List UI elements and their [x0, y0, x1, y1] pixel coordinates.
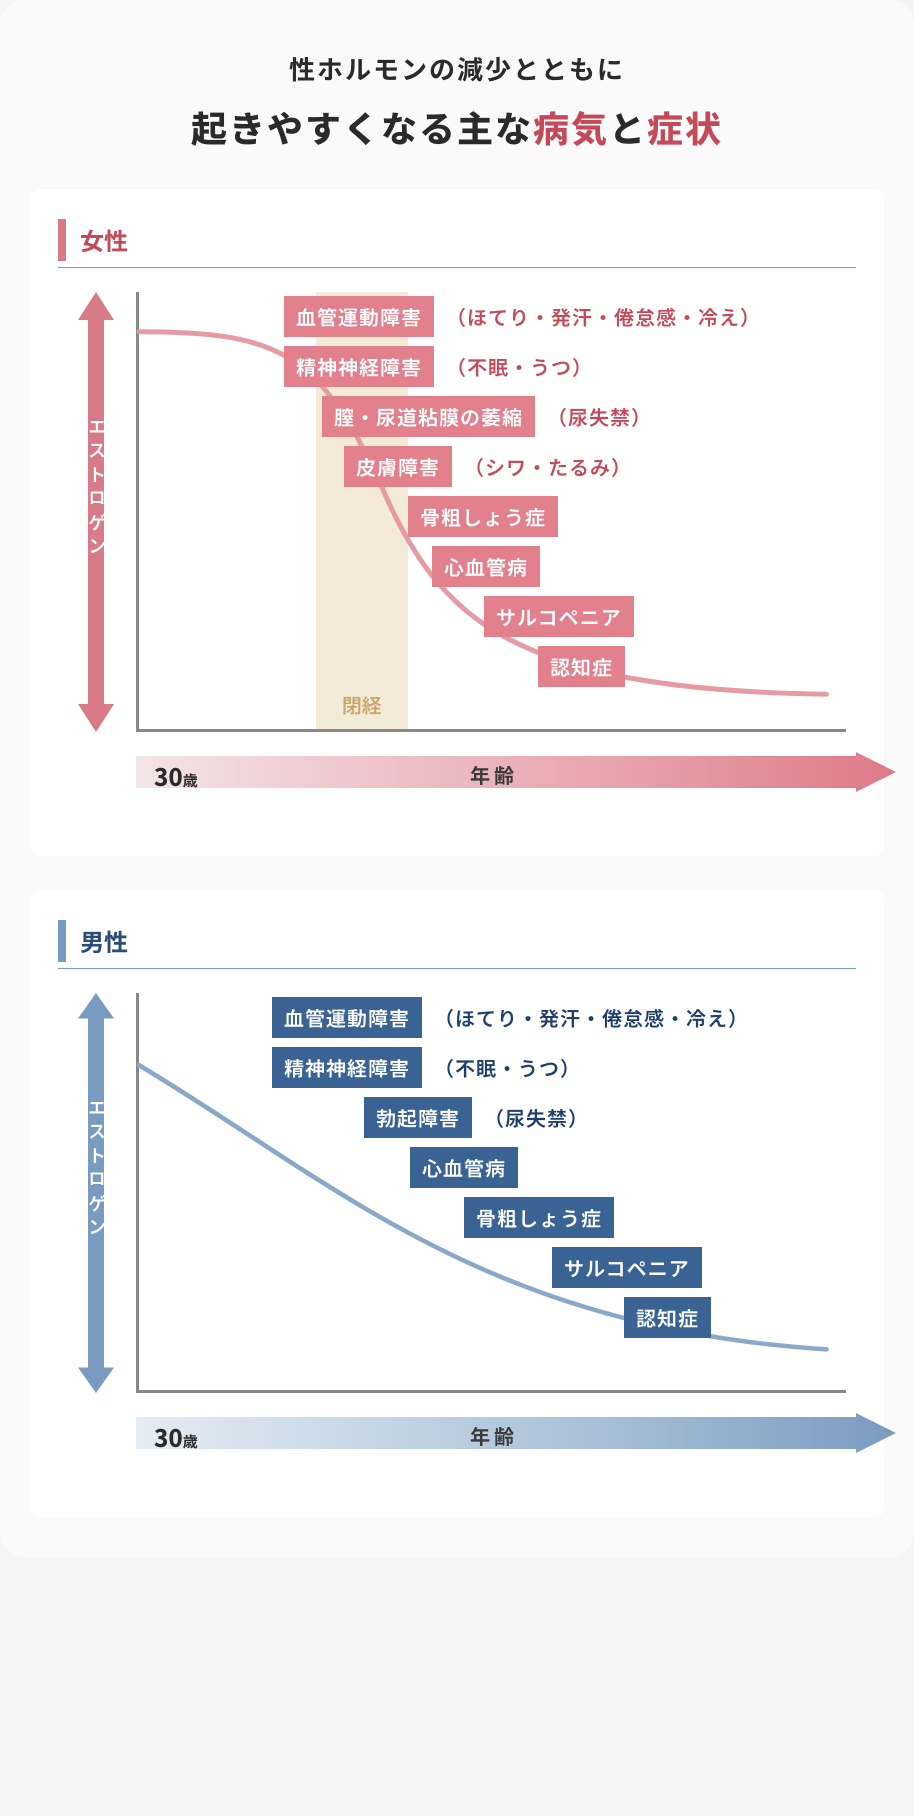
condition-row: 精神神経障害 （不眠・うつ） [284, 346, 593, 387]
condition-tag: 精神神経障害 [272, 1047, 422, 1088]
condition-row: 皮膚障害 （シワ・たるみ） [344, 446, 632, 487]
condition-note: （尿失禁） [547, 402, 652, 431]
condition-tag: 心血管病 [432, 546, 540, 587]
x-label-male: 年齢 [470, 1421, 518, 1450]
condition-row: 精神神経障害 （不眠・うつ） [272, 1047, 581, 1088]
x-start-unit: 歳 [183, 1431, 198, 1452]
panel-female-head: 女性 [58, 219, 856, 261]
x-label-female: 年齢 [470, 760, 518, 789]
condition-row: 骨粗しょう症 [464, 1197, 614, 1238]
condition-tag: 血管運動障害 [284, 296, 434, 337]
panel-female: 女性 エストロゲン 閉経 [30, 189, 884, 856]
title-highlight-2: 症状 [647, 101, 723, 153]
condition-tag: 血管運動障害 [272, 997, 422, 1038]
condition-row: サルコペニア [552, 1247, 702, 1288]
y-axis-label-male: エストロゲン [82, 1097, 108, 1241]
x-start-num: 30 [154, 758, 183, 793]
title-highlight-1: 病気 [533, 101, 609, 153]
page: 性ホルモンの減少とともに 起きやすくなる主な病気と症状 女性 エストロゲン [0, 0, 914, 1557]
condition-note: （不眠・うつ） [434, 1053, 581, 1082]
condition-row: サルコペニア [484, 596, 634, 637]
condition-tag: サルコペニア [552, 1247, 702, 1288]
condition-row: 心血管病 [410, 1147, 518, 1188]
chart-male: エストロゲン 血管運動障害 （ほてり・発汗・倦怠感・冷え） 精神神経障害 （不眠・うつ… [58, 987, 856, 1477]
condition-row: 血管運動障害 （ほてり・発汗・倦怠感・冷え） [284, 296, 761, 337]
condition-row: 膣・尿道粘膜の萎縮 （尿失禁） [322, 396, 652, 437]
condition-row: 骨粗しょう症 [408, 496, 558, 537]
panel-male-head: 男性 [58, 920, 856, 962]
condition-tag: 骨粗しょう症 [408, 496, 558, 537]
panel-female-rule [58, 267, 856, 268]
panel-male: 男性 エストロゲン 血管運動障害 （ほてり・発汗・倦怠感・冷え） 精神神経障害 （不眠… [30, 890, 884, 1517]
chart-female: エストロゲン 閉経 血管運動障害（ほてり・発汗・倦怠感・冷え）精神神経障害（不眠… [58, 286, 856, 816]
condition-row: 認知症 [538, 646, 625, 687]
title-block: 性ホルモンの減少とともに 起きやすくなる主な病気と症状 [30, 50, 884, 153]
condition-tag: サルコペニア [484, 596, 634, 637]
condition-note: （ほてり・発汗・倦怠感・冷え） [434, 1003, 749, 1032]
condition-row: 血管運動障害 （ほてり・発汗・倦怠感・冷え） [272, 997, 749, 1038]
title-line2-mid: と [609, 101, 647, 153]
panel-male-bar [58, 920, 66, 962]
condition-tag: 膣・尿道粘膜の萎縮 [322, 396, 535, 437]
x-axis-male: 30歳 年齢 [136, 1413, 852, 1453]
condition-tag: 認知症 [538, 646, 625, 687]
condition-row: 認知症 [624, 1297, 711, 1338]
x-axis-female: 30歳 年齢 [136, 752, 852, 792]
condition-tag: 皮膚障害 [344, 446, 452, 487]
condition-tag: 勃起障害 [364, 1097, 472, 1138]
y-axis-label-female: エストロゲン [82, 416, 108, 560]
x-start-num: 30 [154, 1419, 183, 1454]
condition-note: （不眠・うつ） [446, 352, 593, 381]
condition-tag: 心血管病 [410, 1147, 518, 1188]
panel-female-label: 女性 [80, 222, 128, 261]
panel-male-rule [58, 968, 856, 969]
condition-row: 心血管病 [432, 546, 540, 587]
condition-note: （ほてり・発汗・倦怠感・冷え） [446, 302, 761, 331]
panel-male-label: 男性 [80, 923, 128, 962]
condition-note: （尿失禁） [484, 1103, 589, 1132]
x-start-male: 30歳 [154, 1419, 198, 1454]
x-start-female: 30歳 [154, 758, 198, 793]
title-line2: 起きやすくなる主な病気と症状 [30, 101, 884, 153]
title-line2-pre: 起きやすくなる主な [191, 101, 533, 153]
panel-female-bar [58, 219, 66, 261]
condition-tag: 骨粗しょう症 [464, 1197, 614, 1238]
condition-note: （シワ・たるみ） [464, 452, 632, 481]
condition-tag: 精神神経障害 [284, 346, 434, 387]
condition-row: 勃起障害 （尿失禁） [364, 1097, 589, 1138]
x-start-unit: 歳 [183, 770, 198, 791]
title-line1: 性ホルモンの減少とともに [30, 50, 884, 87]
condition-tag: 認知症 [624, 1297, 711, 1338]
